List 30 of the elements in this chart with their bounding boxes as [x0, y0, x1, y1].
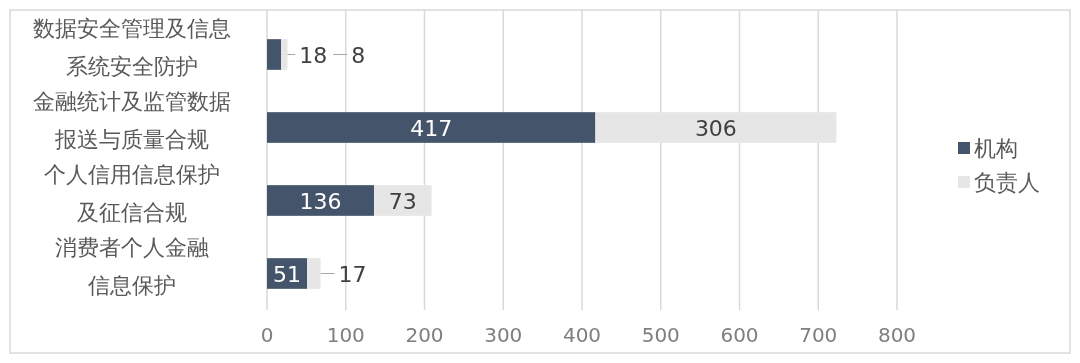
bar — [267, 112, 596, 143]
x-tick-label: 100 — [326, 323, 365, 347]
data-label: 51 — [273, 261, 302, 287]
x-tick-label: 300 — [484, 323, 523, 347]
x-tick-label: 200 — [405, 323, 444, 347]
data-label: 136 — [299, 188, 342, 214]
data-label: 8 — [351, 42, 366, 68]
bar — [595, 112, 837, 143]
data-label: 73 — [388, 188, 417, 214]
bar — [267, 39, 282, 70]
x-tick-label: 400 — [562, 323, 602, 347]
x-tick-label: 800 — [877, 323, 917, 347]
y-tick-label: 数据安全管理及信息系统安全防护 — [33, 15, 231, 79]
y-tick-label: 消费者个人金融信息保护 — [55, 234, 209, 298]
legend-label: 负责人 — [974, 170, 1040, 195]
bar — [281, 39, 288, 70]
x-tick-label: 0 — [260, 323, 274, 347]
data-label: 17 — [338, 261, 367, 287]
y-tick-label: 个人信用信息保护及征信合规 — [44, 161, 220, 225]
bar — [374, 185, 432, 216]
legend-label: 机构 — [974, 136, 1018, 161]
data-label: 417 — [410, 115, 453, 141]
x-tick-label: 700 — [799, 323, 838, 347]
x-tick-label: 500 — [641, 323, 680, 347]
data-label: 18 — [299, 42, 328, 68]
x-tick-label: 600 — [720, 323, 759, 347]
bar — [307, 258, 321, 289]
bar — [267, 185, 375, 216]
data-label: 306 — [694, 115, 737, 141]
y-tick-label: 金融统计及监管数据报送与质量合规 — [33, 88, 231, 152]
